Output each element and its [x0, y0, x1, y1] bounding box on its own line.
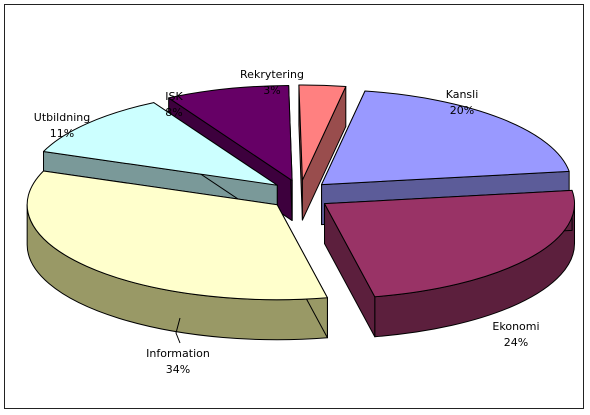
slice-value-isk: 8% [165, 106, 182, 119]
slice-label-ekonomi: Ekonomi [492, 320, 539, 333]
slice-label-rekrytering: Rekrytering [240, 68, 304, 81]
slice-top-face [322, 91, 570, 185]
slice-label-information: Information [146, 347, 210, 360]
slice-label-utbildning: Utbildning [34, 111, 90, 124]
slice-value-utbildning: 11% [50, 127, 74, 140]
pie-slice-ekonomi [325, 190, 575, 336]
slice-label-isk: ISK [165, 90, 183, 103]
slice-value-kansli: 20% [450, 104, 474, 117]
slice-value-information: 34% [166, 363, 190, 376]
slice-value-ekonomi: 24% [504, 336, 528, 349]
slice-label-kansli: Kansli [446, 88, 479, 101]
slice-value-rekrytering: 3% [263, 84, 280, 97]
